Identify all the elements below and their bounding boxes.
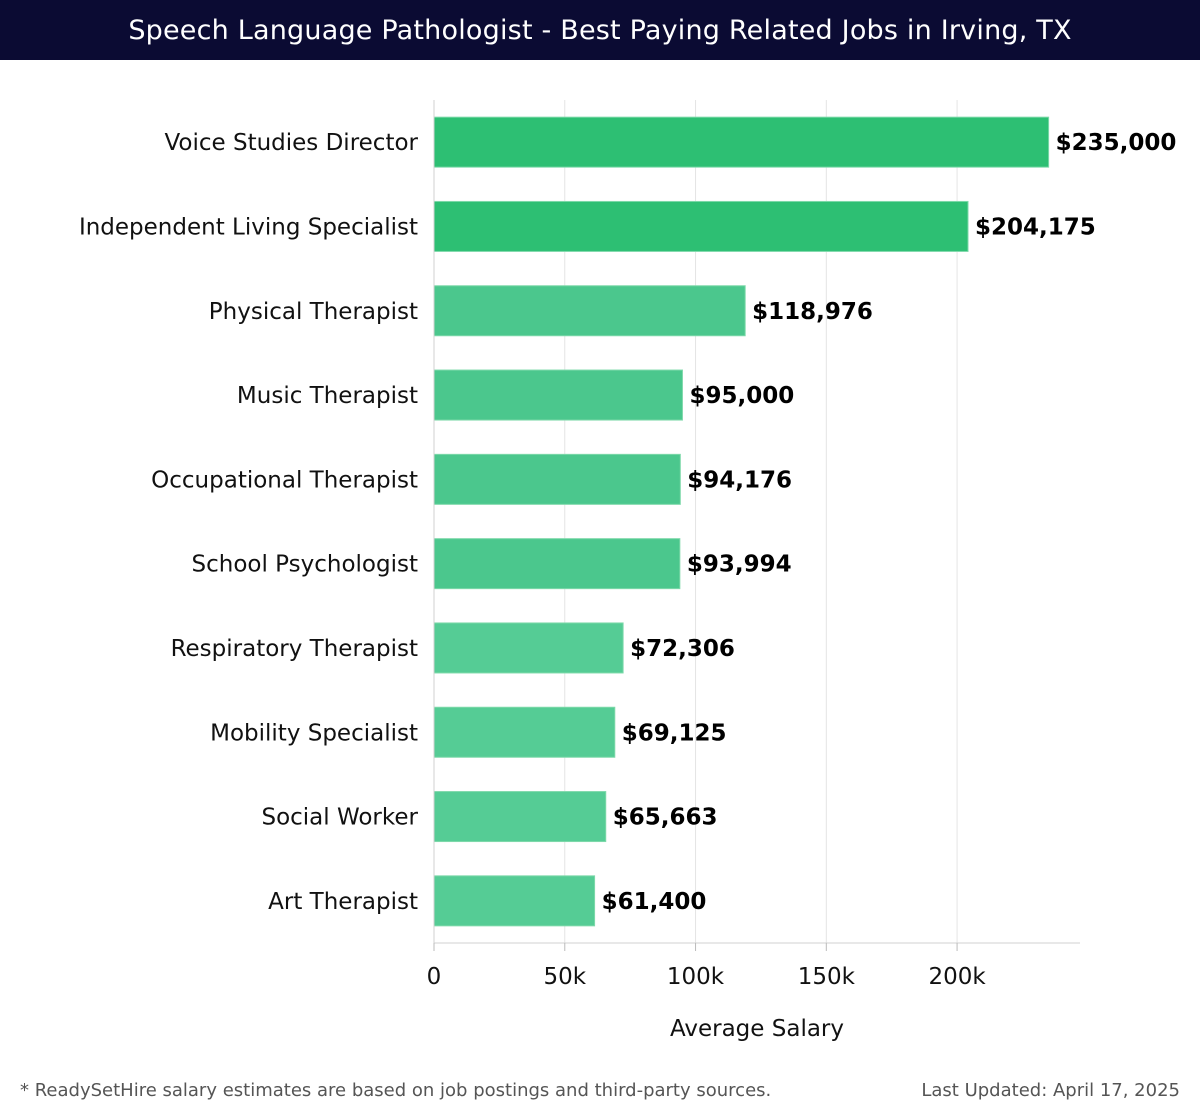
category-label: Voice Studies Director [164,130,418,156]
category-label: Mobility Specialist [210,720,418,746]
chart-title: Speech Language Pathologist - Best Payin… [128,14,1072,46]
x-tick-label: 50k [543,964,586,990]
category-label: Music Therapist [237,383,418,409]
title-bar: Speech Language Pathologist - Best Payin… [0,0,1200,60]
value-label: $93,994 [687,552,792,578]
x-tick-label: 100k [667,964,725,990]
category-label: Physical Therapist [209,299,418,325]
x-axis: 0 50k 100k 150k 200k Average Salary [427,100,1080,1042]
x-tick-label: 200k [928,964,986,990]
value-label: $235,000 [1056,130,1177,156]
bar [433,706,616,758]
category-label: Art Therapist [268,889,418,915]
bar [433,200,969,252]
bar [433,622,624,674]
bars [433,116,1050,927]
category-label: School Psychologist [192,552,418,578]
value-label: $61,400 [602,889,707,915]
bar [433,285,746,337]
bar-chart: 0 50k 100k 150k 200k Average Salary Voice Stu… [79,100,1176,1042]
category-label: Social Worker [261,805,418,831]
footnote: * ReadySetHire salary estimates are base… [20,1080,772,1101]
x-tick-label: 0 [427,964,442,990]
x-tick-label: 150k [798,964,856,990]
value-label: $95,000 [689,383,794,409]
value-label: $204,175 [975,214,1096,240]
value-label: $94,176 [687,467,792,493]
bar [433,369,683,421]
bar [433,116,1050,168]
category-label: Occupational Therapist [151,467,418,493]
last-updated: Last Updated: April 17, 2025 [921,1080,1180,1101]
x-axis-title: Average Salary [670,1016,844,1042]
category-label: Independent Living Specialist [79,214,418,240]
bar [433,453,681,505]
value-label: $72,306 [630,636,735,662]
category-label: Respiratory Therapist [171,636,418,662]
value-label: $118,976 [752,299,873,325]
value-label: $69,125 [622,720,727,746]
bar [433,538,681,590]
labels: Voice Studies Director $235,000 Independen… [79,130,1176,915]
bar [433,791,607,843]
bar [433,875,596,927]
value-label: $65,663 [613,805,718,831]
